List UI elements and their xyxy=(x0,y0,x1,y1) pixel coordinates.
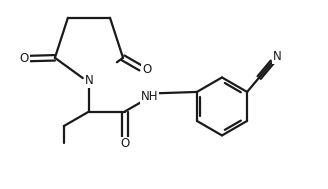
Text: N: N xyxy=(273,50,281,63)
Text: O: O xyxy=(142,63,152,76)
Text: NH: NH xyxy=(141,90,158,103)
Text: N: N xyxy=(85,74,93,87)
Text: O: O xyxy=(20,52,29,65)
Text: O: O xyxy=(120,137,130,150)
